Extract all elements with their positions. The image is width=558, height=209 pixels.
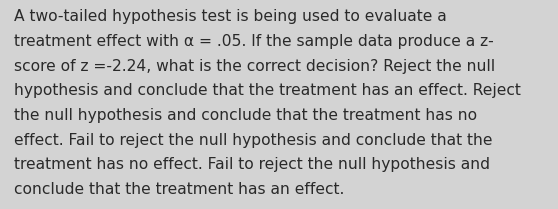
Text: conclude that the treatment has an effect.: conclude that the treatment has an effec… — [14, 182, 344, 197]
Text: hypothesis and conclude that the treatment has an effect. Reject: hypothesis and conclude that the treatme… — [14, 83, 521, 98]
Text: treatment has no effect. Fail to reject the null hypothesis and: treatment has no effect. Fail to reject … — [14, 157, 490, 172]
Text: score of z =-2.24, what is the correct decision? Reject the null: score of z =-2.24, what is the correct d… — [14, 59, 495, 74]
Text: the null hypothesis and conclude that the treatment has no: the null hypothesis and conclude that th… — [14, 108, 477, 123]
Text: effect. Fail to reject the null hypothesis and conclude that the: effect. Fail to reject the null hypothes… — [14, 133, 493, 148]
Text: A two-tailed hypothesis test is being used to evaluate a: A two-tailed hypothesis test is being us… — [14, 9, 447, 24]
Text: treatment effect with α = .05. If the sample data produce a z-: treatment effect with α = .05. If the sa… — [14, 34, 494, 49]
